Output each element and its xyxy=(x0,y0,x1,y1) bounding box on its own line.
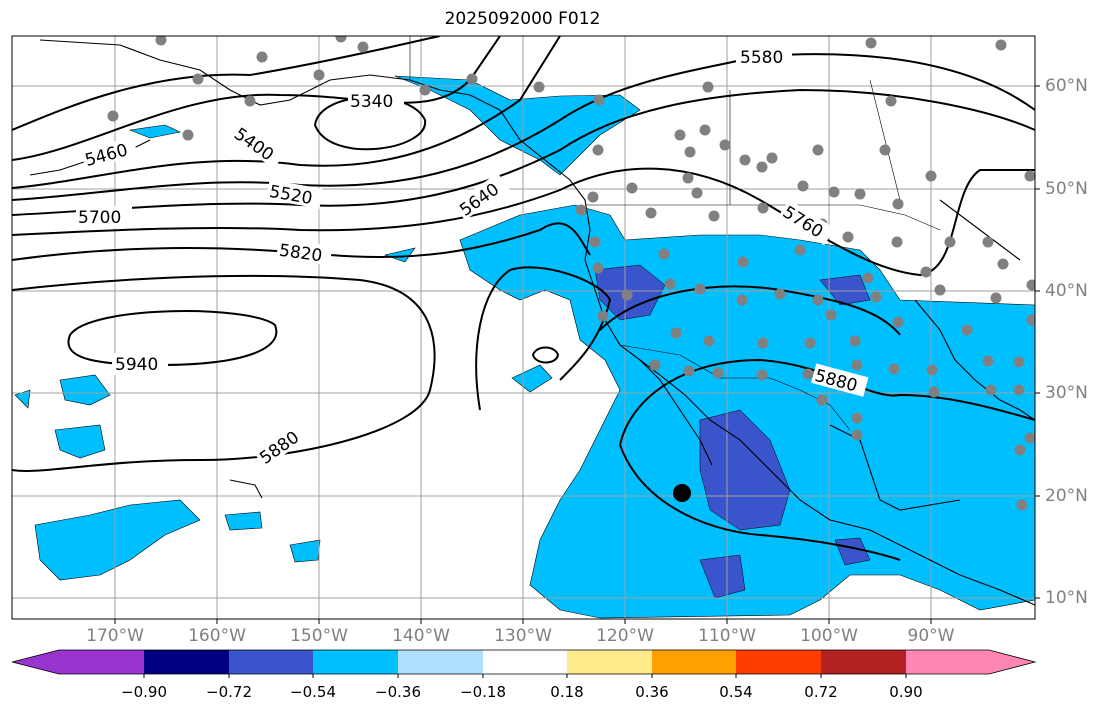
lon-ticks xyxy=(114,619,932,624)
colorbar-tick-label: 0.36 xyxy=(635,683,669,701)
lat-label: 20°N xyxy=(1045,486,1088,506)
colorbar-segment xyxy=(59,650,144,674)
lat-label: 60°N xyxy=(1045,76,1088,96)
colorbar-tick-label: −0.18 xyxy=(460,683,506,701)
colorbar-tick-label: 0.72 xyxy=(804,683,838,701)
colorbar-tick-label: −0.90 xyxy=(121,683,167,701)
weather-map: 5580 5340 5400 5460 5520 5640 5700 5760 … xyxy=(11,35,1040,624)
lon-label: 150°W xyxy=(290,626,348,646)
colorbar-segment xyxy=(652,650,736,674)
lat-label: 50°N xyxy=(1045,179,1088,199)
lon-label: 110°W xyxy=(698,626,756,646)
colorbar-tick-label: 0.90 xyxy=(889,683,923,701)
colorbar-segment xyxy=(736,650,821,674)
contour-label: 5700 xyxy=(78,208,121,228)
lon-label: 160°W xyxy=(188,626,246,646)
colorbar-tick-label: 0.18 xyxy=(550,683,584,701)
colorbar-segment xyxy=(313,650,398,674)
colorbar-segment xyxy=(229,650,313,674)
lon-label: 140°W xyxy=(392,626,450,646)
station-markers xyxy=(107,36,1035,511)
filled-anomaly-light xyxy=(14,75,1035,619)
colorbar-tick-label: −0.36 xyxy=(375,683,421,701)
colorbar-segment xyxy=(483,650,567,674)
colorbar-segment xyxy=(12,650,59,674)
colorbar-segment xyxy=(989,650,1035,674)
contour-label: 5940 xyxy=(115,355,158,375)
filled-anomaly-dark xyxy=(594,264,871,599)
lon-label: 170°W xyxy=(86,626,144,646)
colorbar xyxy=(11,649,1037,678)
colorbar-segment xyxy=(906,650,989,674)
colorbar-segment xyxy=(567,650,652,674)
lon-label: 120°W xyxy=(596,626,654,646)
colorbar-segment xyxy=(398,650,483,674)
lon-label: 130°W xyxy=(494,626,552,646)
colorbar-tick-label: −0.72 xyxy=(206,683,252,701)
contour-label: 5580 xyxy=(740,48,783,68)
colorbar-segment xyxy=(144,650,229,674)
colorbar-tick-label: 0.54 xyxy=(719,683,753,701)
contour-label: 5340 xyxy=(350,92,393,112)
lon-label: 100°W xyxy=(800,626,858,646)
lon-label: 90°W xyxy=(907,626,955,646)
colorbar-segment xyxy=(821,650,906,674)
graticule xyxy=(12,36,1035,619)
lat-ticks xyxy=(1035,85,1040,599)
lat-label: 10°N xyxy=(1045,588,1088,608)
lat-label: 30°N xyxy=(1045,383,1088,403)
colorbar-tick-label: −0.54 xyxy=(290,683,336,701)
lat-label: 40°N xyxy=(1045,281,1088,301)
map-title: 2025092000 F012 xyxy=(444,9,601,29)
storm-center-marker xyxy=(673,484,691,502)
